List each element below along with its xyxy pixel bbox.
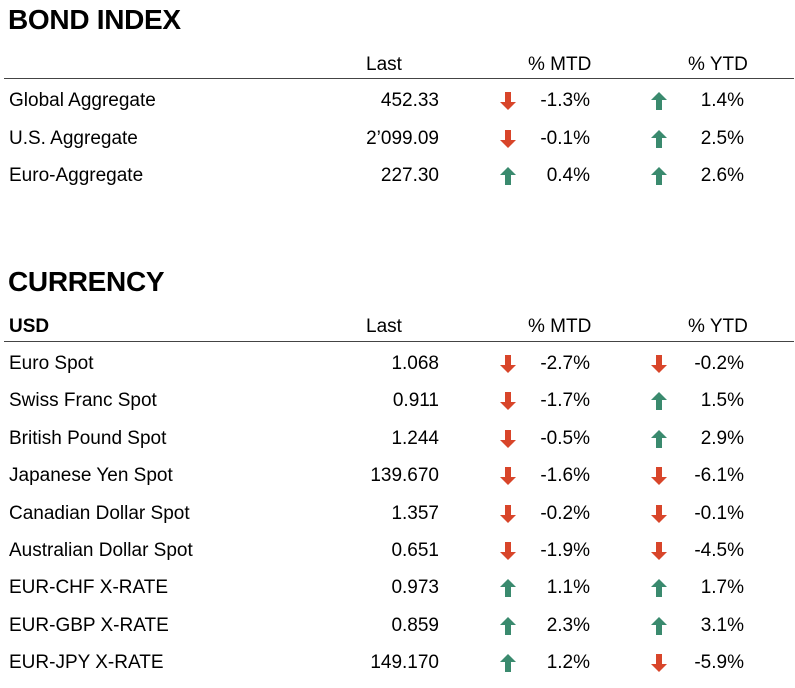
- down-arrow-icon: [500, 467, 516, 486]
- row-name: Canadian Dollar Spot: [9, 502, 190, 524]
- up-arrow-icon: [651, 129, 667, 148]
- up-arrow-icon: [651, 167, 667, 185]
- table-row: Japanese Yen Spot 139.670 -1.6% -6.1%: [0, 464, 795, 501]
- down-arrow-icon: [651, 355, 667, 373]
- down-arrow-icon: [500, 129, 516, 148]
- table-row: Canadian Dollar Spot 1.357 -0.2% -0.1%: [0, 502, 795, 539]
- row-mtd-change: 1.1%: [546, 577, 590, 599]
- table-row: EUR-CHF X-RATE 0.973 1.1% 1.7%: [0, 576, 795, 613]
- down-arrow-icon: [651, 504, 667, 523]
- up-arrow-icon: [651, 392, 667, 411]
- table-row: Euro-Aggregate 227.30 0.4% 2.6%: [0, 164, 795, 201]
- row-name: U.S. Aggregate: [9, 127, 138, 149]
- row-ytd-change: -6.1%: [694, 465, 744, 487]
- down-arrow-icon: [651, 467, 667, 486]
- row-last-value: 0.859: [391, 614, 439, 636]
- row-name: Euro-Aggregate: [9, 165, 144, 186]
- currency-header-mtd: % MTD: [528, 316, 592, 337]
- row-mtd-change: -1.3%: [540, 90, 590, 111]
- row-mtd-change: -1.7%: [540, 390, 590, 412]
- row-name: British Pound Spot: [9, 427, 167, 449]
- row-last-value: 149.170: [370, 652, 439, 674]
- down-arrow-icon: [500, 504, 516, 523]
- row-mtd-change: 0.4%: [546, 165, 590, 186]
- row-last-value: 139.670: [370, 465, 439, 487]
- bond-header-rule: [4, 78, 794, 79]
- row-last-value: 0.651: [391, 540, 439, 561]
- down-arrow-icon: [500, 392, 516, 411]
- table-row: EUR-GBP X-RATE 0.859 2.3% 3.1%: [0, 614, 795, 651]
- table-row: Australian Dollar Spot 0.651 -1.9% -4.5%: [0, 539, 795, 576]
- up-arrow-icon: [500, 579, 516, 598]
- row-mtd-change: -0.1%: [540, 127, 590, 149]
- table-row: EUR-JPY X-RATE 149.170 1.2% -5.9%: [0, 651, 795, 688]
- row-last-value: 2’099.09: [366, 127, 439, 149]
- row-ytd-change: 3.1%: [700, 614, 744, 636]
- currency-title: CURRENCY: [8, 266, 165, 297]
- bond-header-mtd: % MTD: [528, 54, 592, 75]
- row-name: Swiss Franc Spot: [9, 390, 157, 412]
- down-arrow-icon: [651, 654, 667, 673]
- row-last-value: 1.357: [391, 502, 439, 524]
- row-ytd-change: -0.1%: [694, 502, 744, 524]
- row-last-value: 227.30: [380, 165, 439, 186]
- row-last-value: 0.911: [392, 390, 439, 412]
- bond-header-ytd: % YTD: [688, 54, 748, 75]
- up-arrow-icon: [500, 654, 516, 673]
- row-name: Euro Spot: [9, 353, 94, 374]
- currency-header-rule: [4, 341, 794, 342]
- row-name: EUR-CHF X-RATE: [9, 577, 169, 599]
- table-row: Global Aggregate 452.33 -1.3% 1.4%: [0, 89, 795, 126]
- bond-index-title: BOND INDEX: [8, 4, 181, 35]
- row-last-value: 1.068: [391, 353, 439, 374]
- currency-header-last: Last: [366, 316, 402, 337]
- row-mtd-change: 2.3%: [546, 614, 590, 636]
- down-arrow-icon: [651, 542, 667, 560]
- row-ytd-change: 1.5%: [700, 390, 744, 412]
- up-arrow-icon: [651, 579, 667, 598]
- row-ytd-change: 2.6%: [700, 165, 744, 186]
- row-name: Japanese Yen Spot: [9, 465, 173, 487]
- row-ytd-change: -4.5%: [694, 540, 744, 561]
- table-row: British Pound Spot 1.244 -0.5% 2.9%: [0, 427, 795, 464]
- currency-header-ytd: % YTD: [688, 316, 748, 337]
- row-mtd-change: -0.2%: [540, 502, 590, 524]
- row-ytd-change: 2.9%: [700, 427, 744, 449]
- table-row: Swiss Franc Spot 0.911 -1.7% 1.5%: [0, 389, 795, 426]
- row-mtd-change: -2.7%: [540, 353, 590, 374]
- table-row: U.S. Aggregate 2’099.09 -0.1% 2.5%: [0, 127, 795, 164]
- down-arrow-icon: [500, 429, 516, 448]
- up-arrow-icon: [500, 616, 516, 635]
- row-name: EUR-JPY X-RATE: [9, 652, 164, 674]
- row-ytd-change: 1.4%: [700, 90, 744, 111]
- bond-header-last: Last: [366, 54, 402, 75]
- row-last-value: 0.973: [391, 577, 439, 599]
- row-ytd-change: 1.7%: [700, 577, 744, 599]
- row-ytd-change: -0.2%: [694, 353, 744, 374]
- row-name: Global Aggregate: [9, 90, 156, 111]
- row-ytd-change: 2.5%: [700, 127, 744, 149]
- down-arrow-icon: [500, 92, 516, 110]
- currency-header-base: USD: [9, 316, 50, 337]
- row-mtd-change: 1.2%: [546, 652, 590, 674]
- row-mtd-change: -1.9%: [540, 540, 590, 561]
- up-arrow-icon: [500, 167, 516, 185]
- down-arrow-icon: [500, 355, 516, 373]
- row-mtd-change: -0.5%: [540, 427, 590, 449]
- row-last-value: 452.33: [380, 90, 439, 111]
- row-last-value: 1.244: [391, 427, 439, 449]
- up-arrow-icon: [651, 429, 667, 448]
- row-name: EUR-GBP X-RATE: [9, 614, 169, 636]
- row-ytd-change: -5.9%: [694, 652, 744, 674]
- row-name: Australian Dollar Spot: [9, 540, 193, 561]
- row-mtd-change: -1.6%: [540, 465, 590, 487]
- up-arrow-icon: [651, 616, 667, 635]
- down-arrow-icon: [500, 542, 516, 560]
- up-arrow-icon: [651, 92, 667, 110]
- table-row: Euro Spot 1.068 -2.7% -0.2%: [0, 352, 795, 389]
